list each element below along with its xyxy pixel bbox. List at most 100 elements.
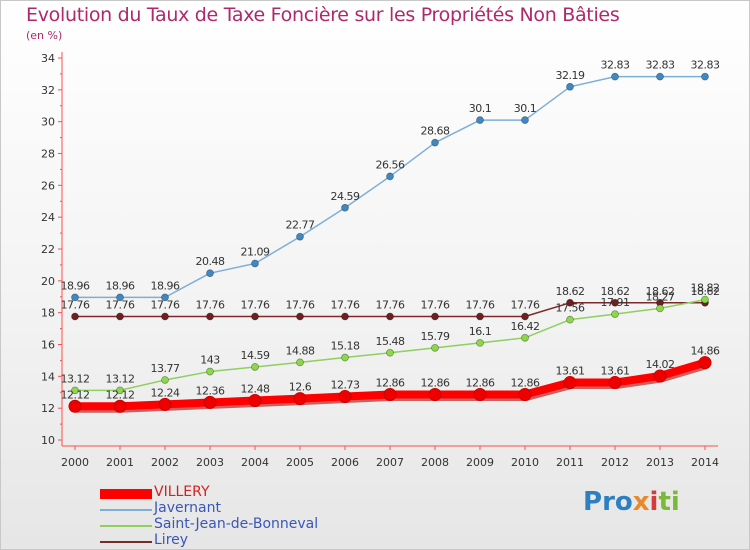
data-label: 12.24 <box>151 386 180 399</box>
data-label: 22.77 <box>286 219 315 232</box>
data-label: 17.76 <box>61 298 90 311</box>
legend-swatch <box>100 509 152 511</box>
data-label: 17.76 <box>241 298 270 311</box>
data-label: 18.96 <box>106 279 135 292</box>
y-tick-label: 18 <box>41 307 55 320</box>
data-point <box>698 356 712 370</box>
data-point <box>701 295 709 304</box>
x-tick-label: 2008 <box>421 456 449 469</box>
data-label: 30.1 <box>514 102 537 115</box>
data-point <box>611 298 619 307</box>
y-tick-label: 14 <box>41 370 55 383</box>
y-tick-label: 20 <box>41 275 55 288</box>
data-label: 18.96 <box>151 279 180 292</box>
data-label: 18.96 <box>61 279 90 292</box>
data-point <box>428 387 442 401</box>
x-tick-label: 2012 <box>601 456 629 469</box>
data-label: 13.77 <box>151 362 180 375</box>
data-label: 15.79 <box>421 330 450 343</box>
y-tick-label: 16 <box>41 339 55 352</box>
data-point <box>566 82 574 91</box>
data-label: 14.02 <box>646 358 675 371</box>
data-point <box>296 312 304 321</box>
x-tick-label: 2011 <box>556 456 584 469</box>
legend-label: VILLERY <box>154 484 210 500</box>
chart-title: Evolution du Taux de Taxe Foncière sur l… <box>26 4 620 26</box>
x-tick-label: 2000 <box>61 456 89 469</box>
data-point <box>71 293 79 302</box>
series-saint-jean-de-bonneval <box>71 295 709 395</box>
y-tick-label: 30 <box>41 116 55 129</box>
data-label: 24.59 <box>331 190 360 203</box>
legend-swatch <box>100 489 152 499</box>
data-label: 32.83 <box>601 59 630 72</box>
data-point <box>158 397 172 411</box>
legend-label: Saint-Jean-de-Bonneval <box>154 516 319 532</box>
data-point <box>653 369 667 383</box>
data-point <box>251 363 259 371</box>
chart-subtitle: (en %) <box>26 29 63 42</box>
data-label: 14.88 <box>286 344 315 357</box>
data-point <box>206 312 214 321</box>
data-point <box>386 348 394 357</box>
series-lirey <box>71 298 709 321</box>
y-tick-label: 28 <box>41 148 55 161</box>
data-point <box>656 72 664 81</box>
data-label: 14.86 <box>691 345 720 358</box>
data-point <box>68 399 82 413</box>
data-label: 17.76 <box>331 298 360 311</box>
data-point <box>161 293 169 302</box>
series-layer <box>68 72 712 413</box>
x-tick-label: 2001 <box>106 456 134 469</box>
data-point <box>251 312 259 321</box>
x-tick-label: 2013 <box>646 456 674 469</box>
data-label: 16.1 <box>469 325 492 338</box>
data-label: 16.42 <box>511 320 540 333</box>
data-point <box>566 298 574 307</box>
x-tick-label: 2004 <box>241 456 269 469</box>
data-point <box>116 386 124 395</box>
data-label: 12.86 <box>421 376 450 389</box>
data-point <box>476 339 484 347</box>
data-label: 12.12 <box>106 388 135 401</box>
data-label: 17.91 <box>601 296 630 309</box>
x-tick-label: 2005 <box>286 456 314 469</box>
data-label: 12.86 <box>376 376 405 389</box>
data-point <box>206 367 214 376</box>
x-tick-label: 2014 <box>691 456 719 469</box>
data-point <box>161 376 169 384</box>
data-point <box>116 312 124 321</box>
data-label: 12.86 <box>511 376 540 389</box>
data-label: 12.73 <box>331 379 360 392</box>
data-label: 32.83 <box>691 59 720 72</box>
data-point <box>251 259 259 268</box>
series-javernant <box>71 72 709 302</box>
data-label: 15.18 <box>331 340 360 353</box>
legend-swatch <box>100 541 152 543</box>
data-label: 12.6 <box>289 381 312 394</box>
data-point <box>338 390 352 404</box>
x-tick-label: 2007 <box>376 456 404 469</box>
proxiti-logo: Proxiti <box>583 487 680 517</box>
data-label: 17.76 <box>196 298 225 311</box>
data-label: 18.62 <box>601 285 630 298</box>
legend-label: Lirey <box>154 532 189 548</box>
legend-swatch <box>100 525 152 527</box>
data-point <box>566 315 574 324</box>
data-point <box>341 353 349 362</box>
data-point <box>206 269 214 278</box>
data-point <box>386 172 394 181</box>
data-label: 30.1 <box>469 102 492 115</box>
data-label: 17.76 <box>466 298 495 311</box>
y-tick-label: 22 <box>41 243 55 256</box>
x-tick-label: 2009 <box>466 456 494 469</box>
x-tick-label: 2010 <box>511 456 539 469</box>
series-villery <box>68 356 712 413</box>
data-point <box>521 116 529 124</box>
data-label: 15.48 <box>376 335 405 348</box>
data-label: 18.62 <box>646 285 675 298</box>
data-point <box>386 312 394 321</box>
data-label: 18.62 <box>691 285 720 298</box>
data-label: 17.76 <box>421 298 450 311</box>
chart-axes: 10 12 14 16 18 20 22 24 26 28 30 32 34 2000 2001 2002 20… <box>41 52 719 469</box>
